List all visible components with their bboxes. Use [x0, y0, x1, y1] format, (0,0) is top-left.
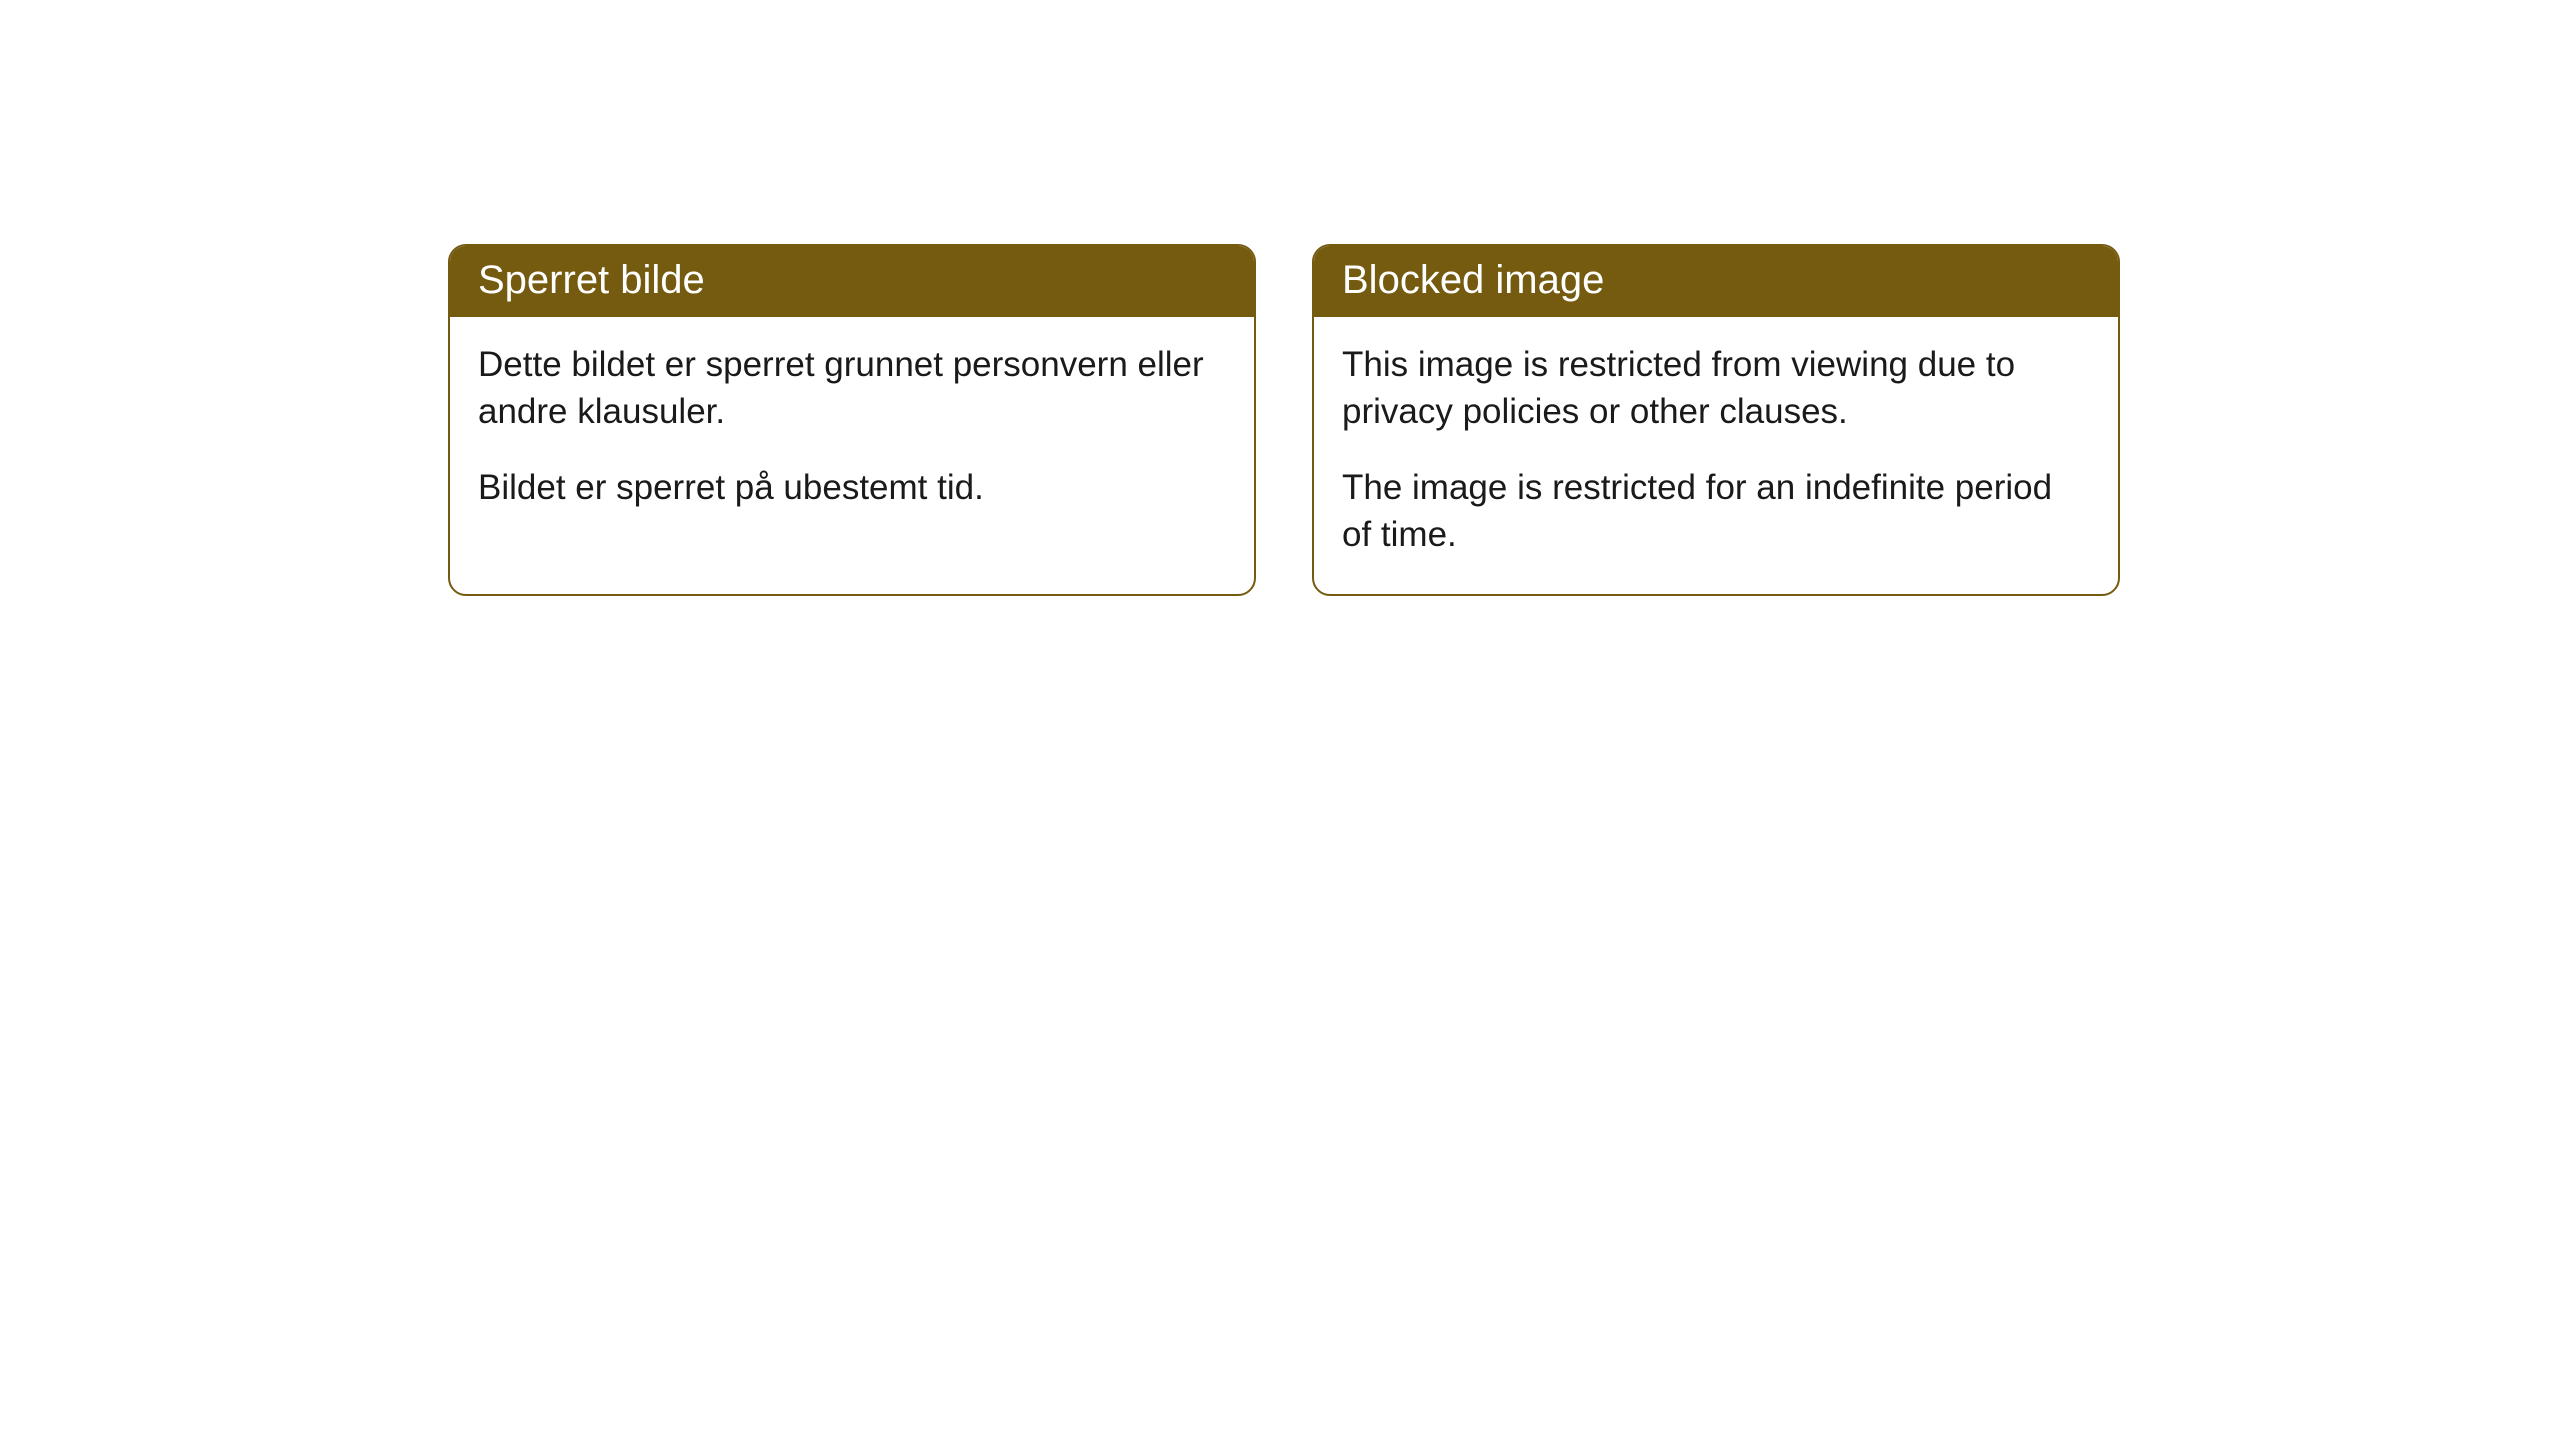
card-title: Blocked image [1342, 258, 1604, 302]
blocked-image-card-english: Blocked image This image is restricted f… [1312, 244, 2120, 596]
card-paragraph: This image is restricted from viewing du… [1342, 341, 2090, 436]
card-title: Sperret bilde [478, 258, 705, 302]
card-paragraph: The image is restricted for an indefinit… [1342, 464, 2090, 559]
card-body: This image is restricted from viewing du… [1314, 317, 2118, 594]
card-paragraph: Dette bildet er sperret grunnet personve… [478, 341, 1226, 436]
notice-container: Sperret bilde Dette bildet er sperret gr… [0, 0, 2560, 596]
card-header: Sperret bilde [450, 246, 1254, 317]
card-body: Dette bildet er sperret grunnet personve… [450, 317, 1254, 547]
blocked-image-card-norwegian: Sperret bilde Dette bildet er sperret gr… [448, 244, 1256, 596]
card-paragraph: Bildet er sperret på ubestemt tid. [478, 464, 1226, 511]
card-header: Blocked image [1314, 246, 2118, 317]
